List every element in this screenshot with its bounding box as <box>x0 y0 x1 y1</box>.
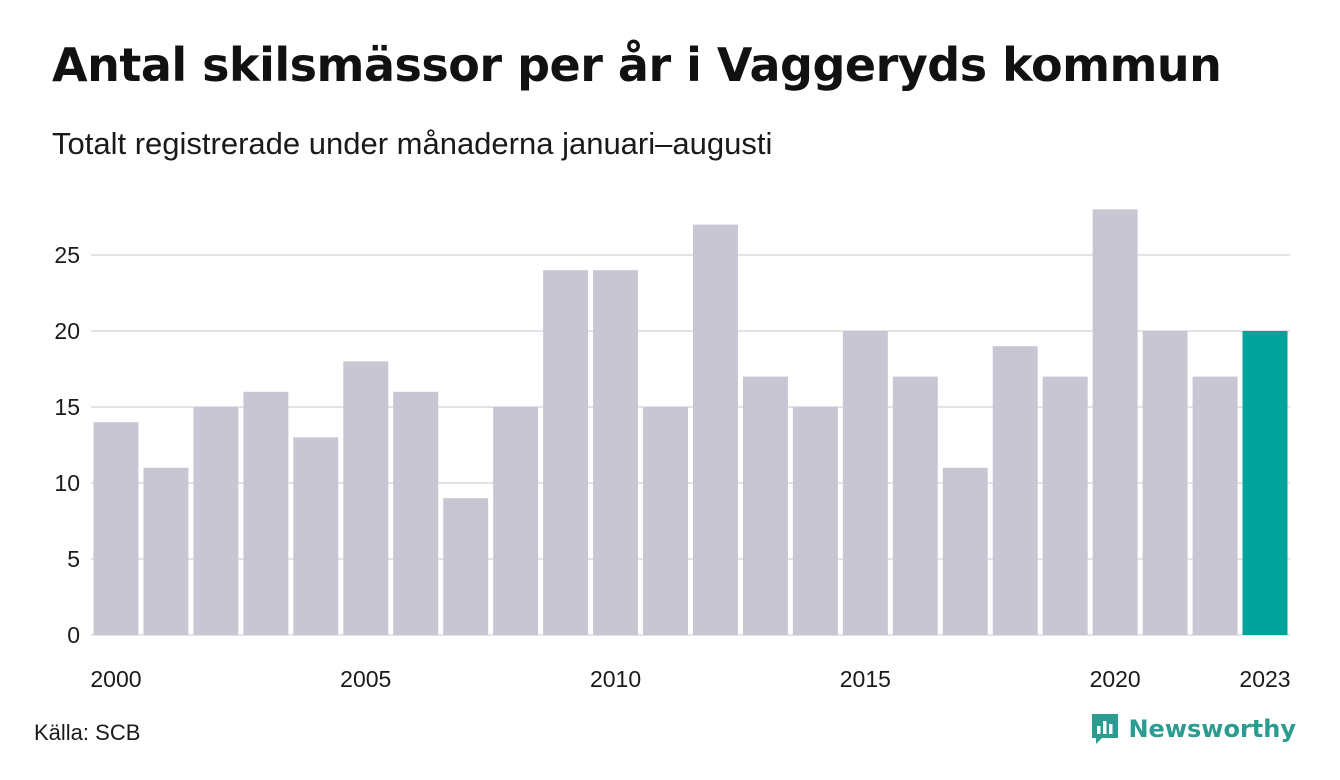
bar-2018 <box>992 346 1038 635</box>
y-tick-label: 20 <box>54 318 80 344</box>
bar-2001 <box>143 467 189 635</box>
newsworthy-logo-icon <box>1092 714 1119 744</box>
x-tick-label: 2015 <box>840 666 891 692</box>
y-tick-label: 15 <box>54 394 80 420</box>
bar-2010 <box>593 270 639 635</box>
bar-2003 <box>243 391 289 635</box>
bar-2023 <box>1242 331 1288 635</box>
bars <box>93 209 1288 635</box>
y-tick-label: 5 <box>67 546 80 572</box>
x-axis-labels: 2000 2005 2010 2015 2020 2023 <box>90 666 1290 692</box>
bar-2005 <box>343 361 389 635</box>
y-tick-label: 0 <box>67 622 80 648</box>
bar-2016 <box>892 376 938 635</box>
gridlines <box>91 254 1290 636</box>
bar-2008 <box>493 407 539 635</box>
y-tick-label: 10 <box>54 470 80 496</box>
bar-chart: 0 5 10 15 20 25 2000 2005 2010 2015 2020 2023 <box>54 209 1291 692</box>
chart-title: Antal skilsmässor per år i Vaggeryds kom… <box>52 38 1222 92</box>
y-axis-labels: 0 5 10 15 20 25 <box>54 242 80 648</box>
bar-2019 <box>1042 376 1088 635</box>
bar-2022 <box>1192 376 1238 635</box>
brand-logo: Newsworthy <box>1090 712 1296 746</box>
bar-2012 <box>693 224 738 635</box>
bar-2004 <box>293 437 339 635</box>
x-tick-label: 2010 <box>590 666 641 692</box>
brand-name: Newsworthy <box>1128 715 1296 743</box>
y-tick-label: 25 <box>54 242 80 268</box>
bar-2007 <box>443 498 489 635</box>
chart-subtitle: Totalt registrerade under månaderna janu… <box>52 126 773 161</box>
x-tick-label: 2023 <box>1239 666 1290 692</box>
x-tick-label: 2000 <box>90 666 141 692</box>
source-note: Källa: SCB <box>34 720 141 745</box>
bar-2011 <box>643 407 688 635</box>
bar-2000 <box>93 422 139 635</box>
bar-2020 <box>1092 209 1138 635</box>
bar-2017 <box>942 467 988 635</box>
bar-2009 <box>543 270 589 635</box>
bar-2006 <box>393 391 439 635</box>
x-tick-label: 2005 <box>340 666 391 692</box>
bar-2015 <box>842 331 888 635</box>
bar-2002 <box>193 407 239 635</box>
bar-2021 <box>1142 331 1188 635</box>
x-tick-label: 2020 <box>1090 666 1141 692</box>
bar-2013 <box>742 376 788 635</box>
bar-2014 <box>792 407 838 635</box>
